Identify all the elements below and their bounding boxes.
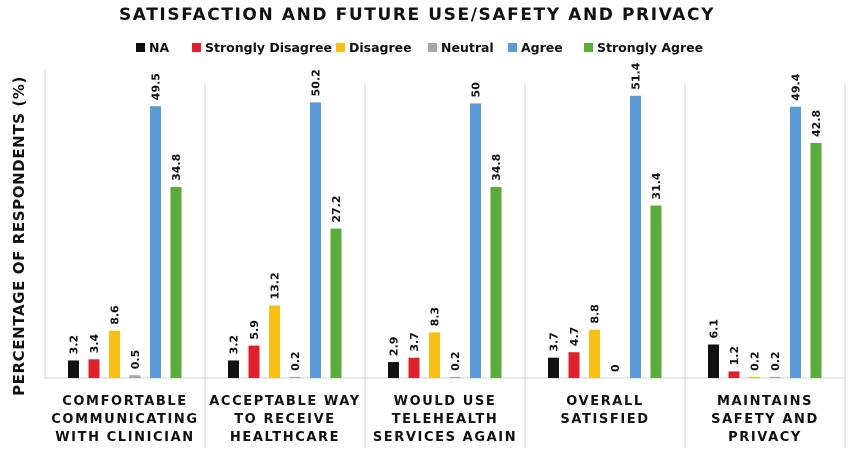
legend-swatch [192,43,201,52]
plot-area: 3.2 3.4 8.6 0.5 49.5 34.8 3.2 5.9 13.2 0.2 50.2 27.… [44,62,846,448]
data-label: 0.2 [749,351,762,371]
bar-group: 3.7 4.7 8.8 0 51.4 31.4 [548,62,663,378]
category-label: WOULD USE TELEHEALTH SERVICES AGAIN [373,394,517,445]
data-label: 3.7 [408,332,421,352]
bar-disagree [429,332,440,378]
category-label: MAINTAINS SAFETY AND PRIVACY [711,394,819,445]
bar-agree [310,102,321,379]
data-label: 4.7 [568,327,581,347]
bar-neutral [769,376,781,378]
data-label: 3.2 [68,335,81,355]
data-label: 49.5 [150,73,163,100]
legend-swatch [428,43,437,52]
bar-neutral [449,376,461,378]
category-label: ACCEPTABLE WAY TO RECEIVE HEALTHCARE [209,394,360,445]
data-label: 8.6 [109,305,122,325]
data-label: 0.2 [449,351,462,371]
bar-disagree [269,305,280,378]
bar-group: 3.2 5.9 13.2 0.2 50.2 27.2 [228,69,343,379]
data-label: 3.2 [228,335,241,355]
data-label: 2.9 [388,337,401,357]
bar-group: 2.9 3.7 8.3 0.2 50 34.8 [388,82,503,379]
data-label: 50.2 [310,69,323,96]
bar-strongly-disagree [248,345,260,378]
data-label: 0.2 [289,351,302,371]
legend: NA Strongly Disagree Disagree Neutral Agree S… [136,40,703,55]
legend-swatch [136,43,145,52]
bar-neutral [129,375,141,378]
category-labels: COMFORTABLE COMMUNICATING WITH CLINICIANAC… [51,394,819,445]
legend-item-na: NA [136,40,169,55]
bar-na [68,360,79,378]
data-label: 42.8 [810,110,823,137]
data-label: 1.2 [728,346,741,366]
legend-item-strongly-disagree: Strongly Disagree [192,40,332,55]
bar-disagree [749,376,760,378]
bar-strongly-agree [170,186,182,378]
bar-disagree [589,329,600,378]
data-label: 50 [470,82,483,98]
bar-strongly-disagree [88,359,100,378]
data-label: 13.2 [269,272,282,299]
bar-neutral [289,376,301,378]
legend-item-disagree: Disagree [336,40,412,55]
bar-na [388,362,399,378]
chart-title: SATISFACTION AND FUTURE USE/SAFETY AND P… [119,5,715,25]
legend-label: Agree [521,40,563,55]
legend-item-neutral: Neutral [428,40,494,55]
bar-agree [470,103,481,379]
bar-strongly-agree [490,186,502,378]
legend-label: NA [149,40,169,55]
legend-item-agree: Agree [508,40,563,55]
data-label: 3.7 [548,332,561,352]
data-label: 8.8 [589,304,602,324]
data-label: 8.3 [429,307,442,327]
data-label: 27.2 [330,196,343,223]
legend-item-strongly-agree: Strongly Agree [584,40,703,55]
bar-na [548,357,559,378]
bar-na [228,360,239,378]
bar-group: 6.1 1.2 0.2 0.2 49.4 42.8 [708,73,823,379]
data-label: 0.5 [129,350,142,370]
bar-strongly-disagree [568,352,580,378]
legend-label: Neutral [441,40,494,55]
data-label: 3.4 [88,333,101,353]
data-label: 5.9 [248,320,261,340]
legend-swatch [584,43,593,52]
bar-strongly-disagree [408,357,420,378]
bar-strongly-agree [810,142,822,378]
bar-agree [790,106,801,379]
bar-agree [150,106,161,378]
data-label: 34.8 [170,154,183,181]
legend-swatch [508,43,517,52]
bar-strongly-agree [330,228,342,378]
data-label: 0 [609,364,622,372]
legend-label: Strongly Agree [597,40,703,55]
bar-disagree [109,330,120,378]
data-label: 31.4 [650,172,663,199]
data-label: 34.8 [490,154,503,181]
bar-strongly-disagree [728,371,740,378]
data-label: 6.1 [708,319,721,339]
data-label: 0.2 [769,351,782,371]
data-label: 49.4 [790,73,803,100]
legend-swatch [336,43,345,52]
category-label: OVERALL SATISFIED [560,394,649,427]
bar-agree [630,95,641,378]
category-label: COMFORTABLE COMMUNICATING WITH CLINICIAN [51,394,198,445]
bar-na [708,344,719,378]
legend-label: Strongly Disagree [205,40,332,55]
legend-label: Disagree [349,40,412,55]
bar-group: 3.2 3.4 8.6 0.5 49.5 34.8 [68,73,183,378]
data-label: 51.4 [630,62,643,89]
y-axis-label: PERCENTAGE OF RESPONDENTS (%) [10,76,28,396]
bar-strongly-agree [650,205,662,378]
